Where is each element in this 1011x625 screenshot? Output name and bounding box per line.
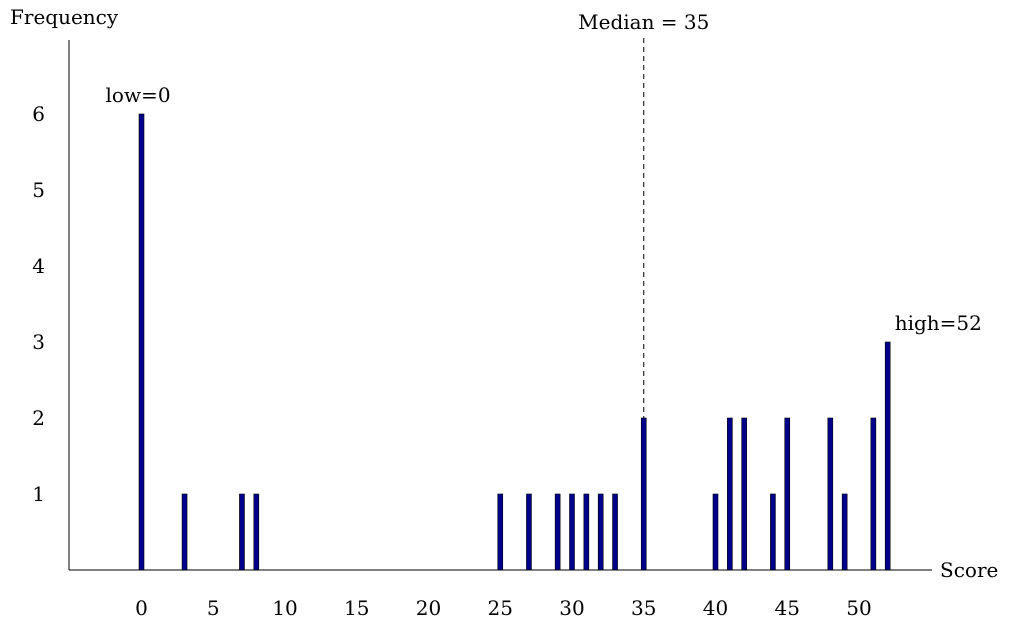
annotation-high: high=52 [895, 311, 982, 335]
bar-25 [497, 493, 504, 571]
y-tick-label-2: 2 [32, 406, 45, 430]
median-group: Median = 35 [578, 10, 709, 418]
bar-30 [569, 493, 575, 571]
bar-40 [712, 493, 719, 571]
x-tick-label-20: 20 [416, 596, 441, 620]
x-tick-label-30: 30 [559, 596, 584, 620]
bar-51 [870, 417, 877, 571]
y-tick-label-4: 4 [32, 254, 45, 278]
bar-33 [612, 493, 618, 571]
bar-31 [583, 493, 590, 571]
x-tick-label-15: 15 [344, 596, 369, 620]
x-tick-label-0: 0 [135, 596, 148, 620]
y-tick-label-1: 1 [32, 482, 45, 506]
median-label: Median = 35 [578, 10, 709, 34]
bar-45 [784, 417, 791, 571]
bar-0 [138, 113, 145, 571]
x-tick-label-5: 5 [207, 596, 220, 620]
bar-42 [741, 417, 748, 571]
bar-29 [554, 493, 561, 571]
y-tick-label-5: 5 [32, 178, 45, 202]
bar-3 [181, 493, 188, 571]
bar-32 [597, 493, 604, 571]
x-tick-label-35: 35 [631, 596, 656, 620]
x-tick-labels: 0 5 10 15 20 25 30 35 40 45 50 [135, 596, 872, 620]
x-tick-label-40: 40 [703, 596, 728, 620]
bar-52 [884, 341, 891, 571]
y-tick-label-3: 3 [32, 330, 45, 354]
bar-41 [727, 417, 733, 571]
bar-7 [239, 493, 245, 571]
bar-48 [827, 417, 834, 571]
x-tick-label-45: 45 [775, 596, 800, 620]
x-axis-label: Score [940, 558, 998, 582]
bar-44 [770, 493, 776, 571]
y-axis-label: Frequency [10, 5, 119, 29]
annotations-group: low=0 high=52 [106, 83, 982, 335]
bar-8 [253, 493, 260, 571]
x-tick-label-10: 10 [272, 596, 297, 620]
bar-49 [841, 493, 848, 571]
bar-35 [640, 417, 647, 571]
x-tick-label-25: 25 [488, 596, 513, 620]
x-tick-label-50: 50 [846, 596, 871, 620]
y-tick-label-6: 6 [32, 102, 45, 126]
annotation-low: low=0 [106, 83, 171, 107]
y-tick-labels: 1 2 3 4 5 6 [32, 102, 45, 506]
bar-27 [526, 493, 532, 571]
bars-group [138, 113, 891, 571]
